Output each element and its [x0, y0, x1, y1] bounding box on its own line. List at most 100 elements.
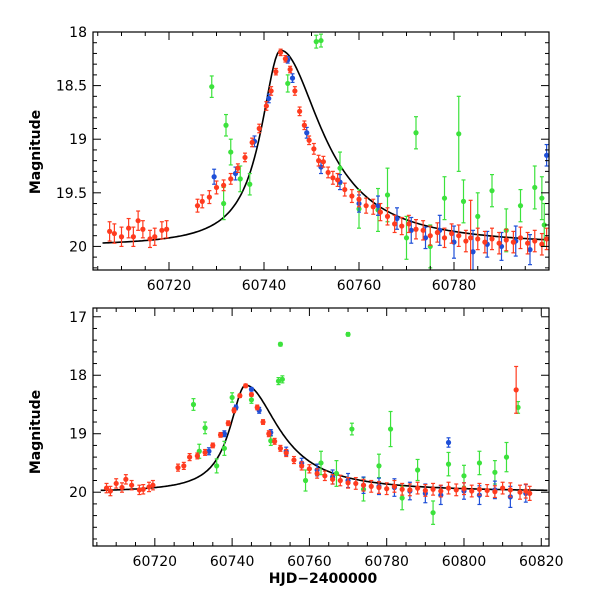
data-point: [415, 458, 421, 482]
marker: [430, 510, 436, 516]
data-point: [445, 437, 452, 448]
data-point: [217, 431, 224, 438]
data-point: [304, 126, 310, 139]
data-point: [422, 483, 428, 497]
data-point: [306, 464, 313, 474]
data-point: [282, 54, 288, 63]
marker: [248, 391, 255, 398]
marker: [484, 487, 490, 494]
data-point: [325, 166, 331, 179]
data-point: [517, 484, 523, 500]
x-tick-label: 60760: [287, 554, 332, 570]
x-tick-label: 60720: [147, 278, 192, 294]
marker: [337, 165, 343, 171]
data-point: [247, 172, 253, 196]
marker: [503, 454, 510, 460]
data-point: [532, 165, 538, 210]
marker: [445, 439, 452, 446]
marker: [507, 487, 513, 493]
data-point: [420, 220, 426, 241]
data-point: [316, 154, 322, 167]
marker: [320, 159, 326, 165]
data-point: [256, 123, 262, 134]
x-tick-label: 60820: [519, 554, 564, 570]
marker: [221, 200, 227, 207]
data-point: [489, 227, 495, 251]
marker: [345, 331, 351, 337]
series-0: [103, 365, 533, 501]
marker: [337, 477, 343, 484]
marker: [221, 182, 227, 188]
marker: [513, 387, 519, 393]
marker: [427, 233, 433, 239]
data-point: [342, 182, 348, 197]
marker: [387, 426, 394, 432]
marker: [277, 445, 284, 451]
marker: [217, 432, 224, 438]
marker: [243, 383, 249, 389]
marker: [539, 241, 545, 247]
plot-frame: [92, 31, 550, 271]
marker: [159, 227, 165, 233]
marker: [202, 425, 208, 431]
data-point: [277, 444, 284, 452]
data-point: [482, 230, 488, 254]
model-curve: [102, 49, 548, 244]
marker: [461, 473, 467, 479]
data-point: [266, 430, 272, 438]
marker: [489, 236, 495, 242]
data-point: [517, 188, 524, 223]
marker: [225, 420, 231, 426]
data-point: [345, 331, 351, 337]
marker: [113, 480, 119, 487]
data-point: [318, 450, 324, 476]
marker: [289, 75, 296, 81]
data-point: [544, 143, 549, 167]
marker: [539, 195, 545, 201]
data-point: [353, 476, 359, 490]
data-point: [311, 142, 317, 155]
data-point: [135, 210, 141, 231]
marker: [517, 489, 523, 495]
data-point: [523, 483, 529, 499]
marker: [147, 236, 153, 242]
marker: [492, 489, 498, 495]
data-point: [248, 391, 255, 398]
marker: [242, 154, 248, 161]
data-point: [438, 484, 444, 498]
marker: [146, 484, 152, 490]
marker: [229, 394, 235, 401]
data-point: [129, 479, 135, 491]
series-0: [107, 48, 549, 270]
marker: [342, 186, 348, 193]
marker: [249, 139, 255, 146]
marker: [103, 485, 110, 491]
marker: [517, 235, 524, 241]
marker: [408, 227, 414, 233]
data-point: [349, 188, 355, 204]
data-point: [254, 404, 260, 411]
marker: [130, 234, 136, 240]
data-point: [377, 202, 383, 222]
marker: [301, 122, 307, 128]
data-point: [314, 468, 320, 479]
marker: [434, 229, 440, 236]
data-point: [415, 481, 421, 495]
data-point: [107, 221, 113, 242]
data-point: [113, 478, 119, 489]
data-point: [345, 476, 351, 489]
data-point: [532, 229, 538, 253]
data-point: [235, 163, 241, 174]
marker: [399, 486, 405, 492]
marker: [119, 484, 125, 491]
data-point: [140, 220, 146, 239]
data-point: [175, 463, 181, 472]
marker: [209, 84, 215, 90]
series-2: [209, 33, 547, 269]
marker: [268, 88, 274, 94]
data-point: [221, 440, 227, 456]
marker: [287, 66, 293, 73]
data-point: [211, 168, 217, 185]
x-tick-label: 60780: [364, 554, 409, 570]
marker: [384, 213, 391, 219]
